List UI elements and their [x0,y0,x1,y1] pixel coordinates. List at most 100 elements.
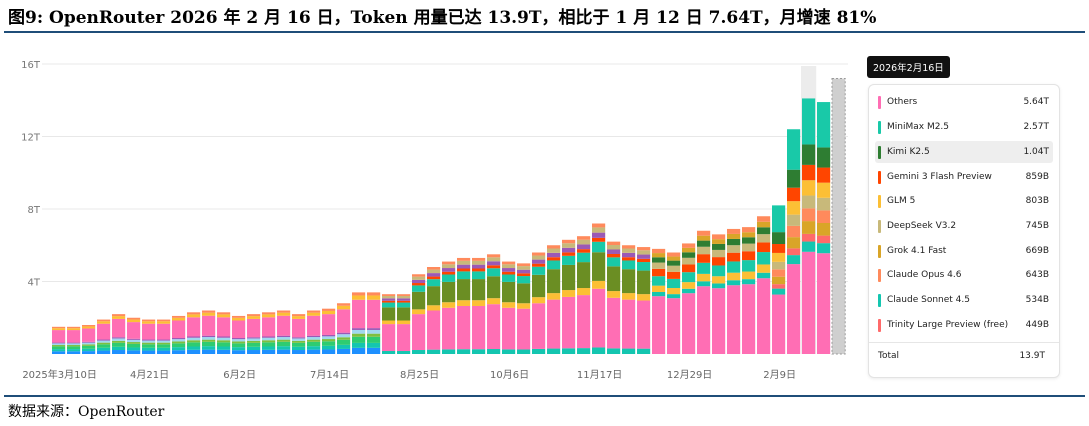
bar-segment[interactable] [757,252,771,265]
bar-segment[interactable] [772,205,786,233]
bar-segment[interactable] [217,346,231,350]
bar-segment[interactable] [67,330,81,343]
bar-week[interactable] [637,247,651,354]
bar-segment[interactable] [727,261,741,273]
bar-segment[interactable] [97,342,111,345]
bar-segment[interactable] [727,252,741,262]
bar-segment[interactable] [157,342,171,345]
bar-segment[interactable] [547,293,561,300]
bar-segment[interactable] [697,246,711,255]
bar-segment[interactable] [262,346,276,350]
bar-segment[interactable] [187,346,201,350]
bar-week[interactable] [592,223,606,355]
bar-segment[interactable] [787,255,801,265]
bar-segment[interactable] [157,321,171,324]
bar-segment[interactable] [397,302,411,308]
bar-segment[interactable] [187,336,201,338]
bar-week[interactable] [727,228,741,354]
bar-segment[interactable] [307,337,321,340]
bar-segment[interactable] [202,335,216,338]
bar-segment[interactable] [727,272,741,281]
bar-segment[interactable] [712,239,726,244]
bar-segment[interactable] [367,336,381,343]
bar-segment[interactable] [562,252,576,256]
bar-segment[interactable] [712,257,726,266]
bar-segment[interactable] [82,344,96,346]
bar-segment[interactable] [142,319,156,322]
bar-segment[interactable] [667,294,681,299]
bar-week[interactable] [652,248,666,354]
bar-segment[interactable] [217,312,231,315]
bar-segment[interactable] [82,328,96,342]
bar-segment[interactable] [292,338,306,341]
bar-segment[interactable] [127,347,141,351]
bar-segment[interactable] [187,317,201,337]
bar-segment[interactable] [262,314,276,318]
bar-segment[interactable] [517,283,531,304]
bar-segment[interactable] [127,343,141,348]
bar-segment[interactable] [322,339,336,342]
bar-segment[interactable] [502,264,516,269]
bar-segment[interactable] [637,247,651,251]
bar-segment[interactable] [427,305,441,311]
bar-segment[interactable] [97,321,111,324]
legend-item-trinity-large-preview-free[interactable]: Trinity Large Preview (free) 449B [875,314,1053,336]
bar-segment[interactable] [472,268,486,272]
bar-segment[interactable] [202,346,216,350]
bar-segment[interactable] [337,332,351,335]
bar-segment[interactable] [472,300,486,306]
bar-segment[interactable] [412,283,426,286]
bar-segment[interactable] [802,233,816,242]
bar-week[interactable] [412,274,426,354]
bar-segment[interactable] [577,295,591,349]
bar-segment[interactable] [187,340,201,343]
bar-segment[interactable] [757,216,771,222]
bar-segment[interactable] [127,342,141,344]
bar-segment[interactable] [277,349,291,354]
bar-segment[interactable] [517,269,531,274]
bar-segment[interactable] [217,342,231,347]
bar-week[interactable] [607,241,621,354]
bar-segment[interactable] [232,339,246,342]
bar-segment[interactable] [427,310,441,350]
bar-segment[interactable] [487,304,501,350]
bar-segment[interactable] [757,264,771,273]
bar-segment[interactable] [712,234,726,240]
bar-segment[interactable] [502,274,516,282]
bar-week[interactable] [187,312,201,354]
bar-segment[interactable] [442,274,456,282]
bar-segment[interactable] [457,279,471,301]
bar-segment[interactable] [757,242,771,253]
bar-segment[interactable] [292,314,306,317]
bar-segment[interactable] [382,295,396,299]
bar-segment[interactable] [562,247,576,253]
bar-segment[interactable] [517,266,531,270]
bar-segment[interactable] [712,283,726,289]
bar-segment[interactable] [682,293,696,354]
bar-week[interactable] [247,314,261,354]
bar-segment[interactable] [337,309,351,333]
bar-segment[interactable] [277,315,291,336]
bar-segment[interactable] [337,334,351,338]
bar-segment[interactable] [757,221,771,228]
bar-segment[interactable] [637,294,651,301]
bar-segment[interactable] [607,297,621,349]
bar-segment[interactable] [622,348,636,354]
bar-segment[interactable] [217,314,231,318]
bar-segment[interactable] [322,308,336,311]
bar-segment[interactable] [232,343,246,348]
bar-segment[interactable] [547,299,561,349]
bar-segment[interactable] [367,329,381,334]
bar-segment[interactable] [67,351,81,354]
bar-segment[interactable] [742,232,756,238]
bar-segment[interactable] [787,237,801,249]
bar-segment[interactable] [352,292,366,296]
bar-segment[interactable] [172,315,186,318]
bar-segment[interactable] [517,303,531,309]
bar-segment[interactable] [142,350,156,354]
bar-segment[interactable] [247,337,261,339]
bar-segment[interactable] [562,348,576,354]
bar-week[interactable] [382,294,396,354]
bar-segment[interactable] [547,257,561,261]
bar-segment[interactable] [277,339,291,342]
